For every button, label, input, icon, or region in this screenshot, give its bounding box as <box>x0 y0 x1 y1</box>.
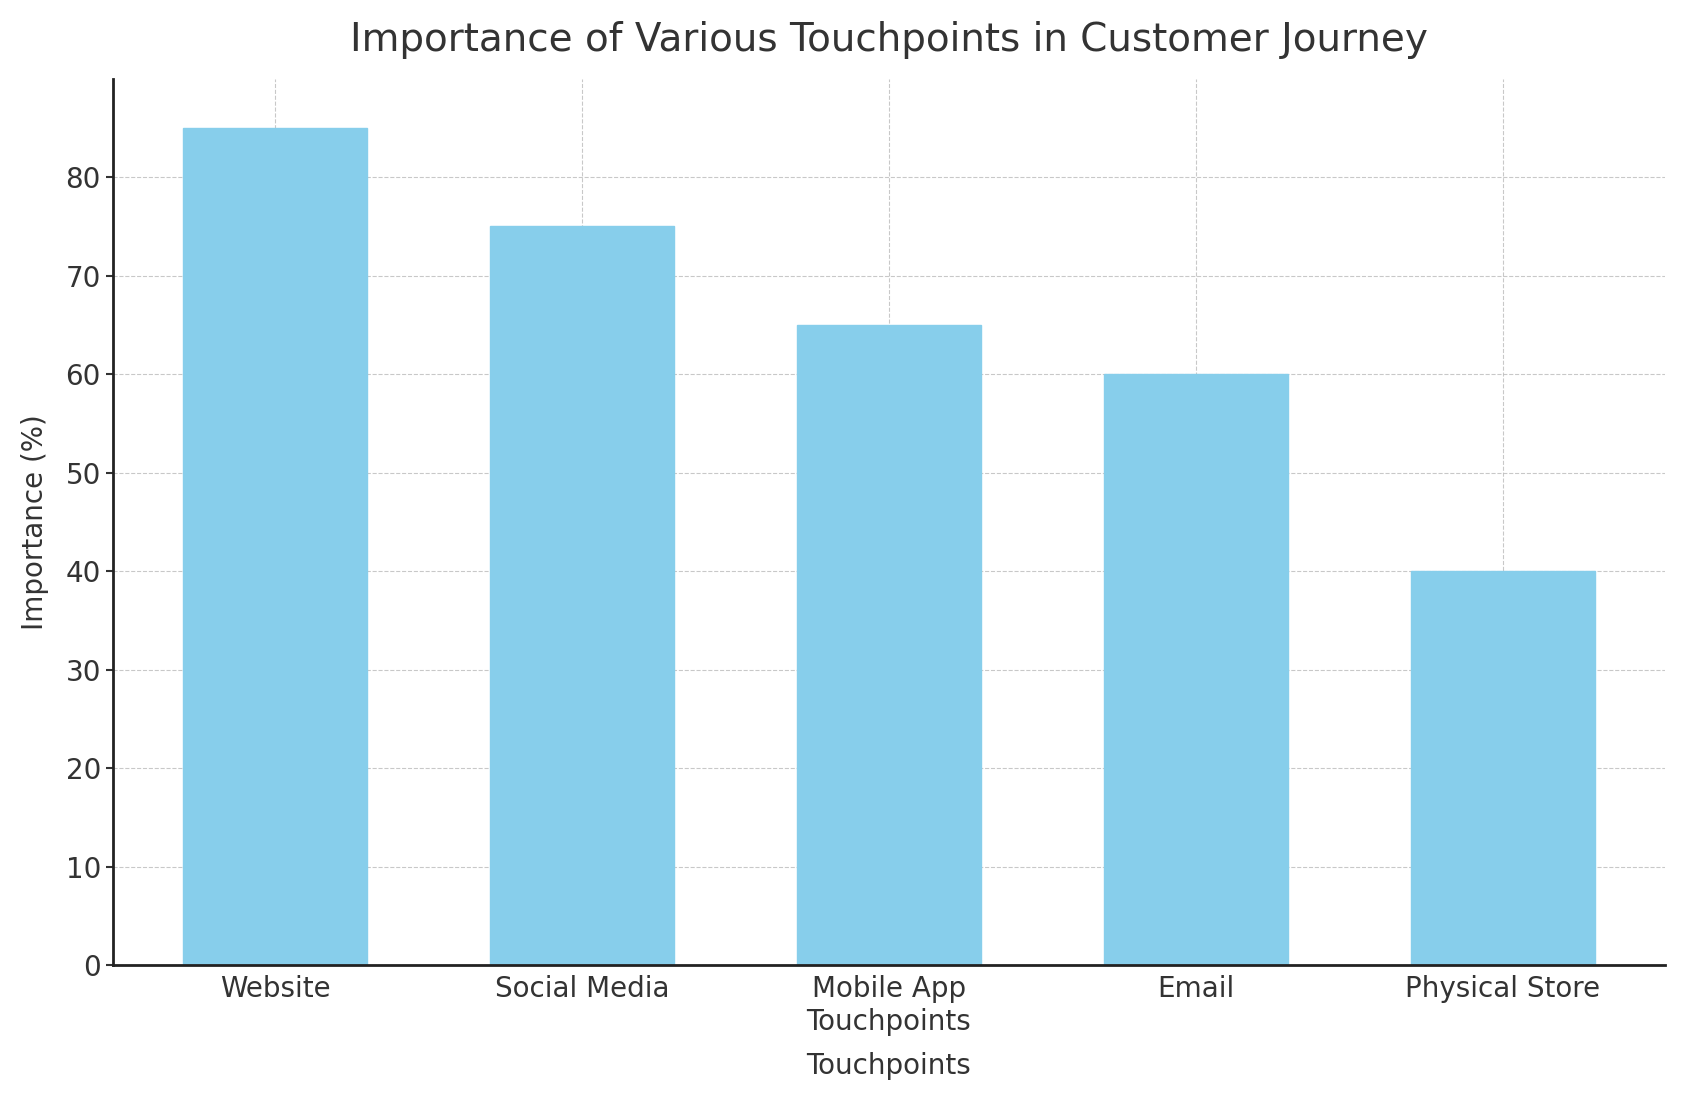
Bar <box>1104 374 1288 966</box>
Title: Importance of Various Touchpoints in Customer Journey: Importance of Various Touchpoints in Cus… <box>351 21 1428 58</box>
Bar <box>797 325 981 966</box>
X-axis label: Touchpoints: Touchpoints <box>806 1053 971 1080</box>
Bar <box>491 227 674 966</box>
Bar <box>1411 571 1595 966</box>
Bar <box>184 128 368 966</box>
Y-axis label: Importance (%): Importance (%) <box>20 414 49 630</box>
